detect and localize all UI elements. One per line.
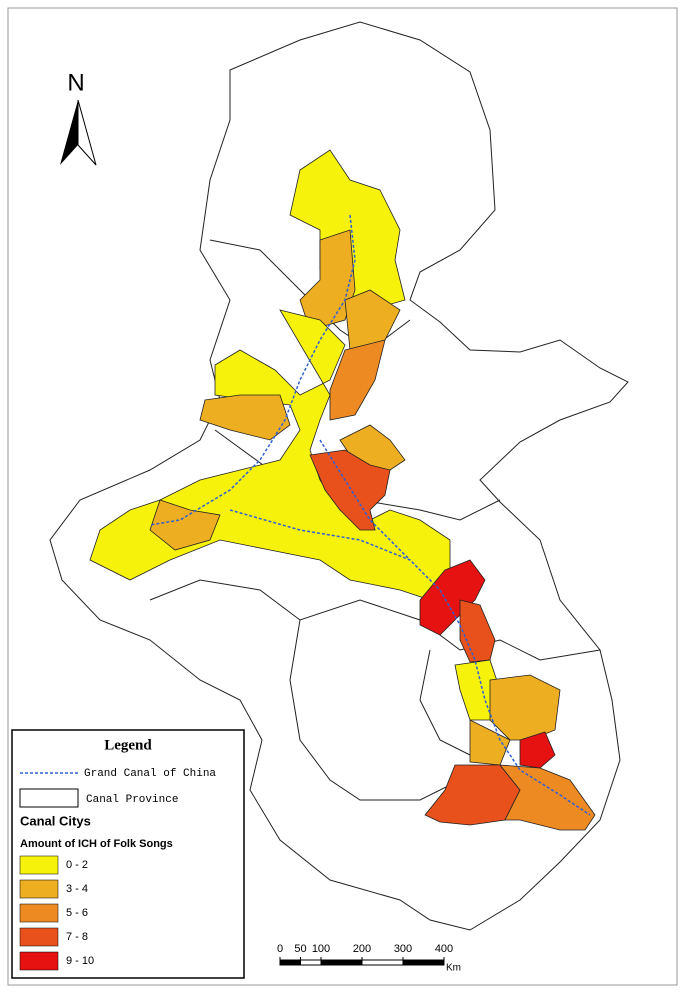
- province-swatch: [19, 788, 79, 808]
- cities-title: Canal Citys: [20, 813, 91, 828]
- city-region: [309, 449, 391, 531]
- city-region: [199, 394, 291, 441]
- city-region: [519, 731, 556, 769]
- class-swatch: [19, 903, 59, 923]
- scale-label: 400: [435, 943, 453, 955]
- scale-label: 50: [294, 943, 306, 955]
- arrow-left: [60, 100, 78, 165]
- arrow-right: [77, 99, 97, 166]
- class-label: 3 - 4: [66, 883, 88, 895]
- scale-label: 0: [277, 943, 283, 955]
- city-region: [329, 339, 386, 421]
- scale-segment: [321, 960, 362, 965]
- scale-segment: [403, 960, 444, 965]
- province-label: Canal Province: [86, 794, 178, 806]
- canal-label: Grand Canal of China: [84, 768, 216, 780]
- class-swatch: [19, 855, 59, 875]
- class-swatch: [19, 879, 59, 899]
- class-swatch: [19, 951, 59, 971]
- cities: [89, 149, 596, 831]
- city-region: [289, 149, 406, 311]
- city-region: [499, 764, 596, 831]
- legend-classes: 0 - 2 3 - 4 5 - 6 7 - 8 9 - 10: [19, 855, 94, 971]
- scale-segment: [280, 960, 301, 965]
- scale-label: 300: [394, 943, 412, 955]
- class-label: 9 - 10: [66, 955, 94, 967]
- scale-label: 200: [353, 943, 371, 955]
- classes-title: Amount of ICH of Folk Songs: [20, 838, 173, 850]
- class-label: 7 - 8: [66, 931, 88, 943]
- scale-unit: Km: [446, 963, 461, 974]
- city-region: [344, 289, 401, 351]
- grand-canal: [149, 214, 356, 526]
- city-region: [149, 499, 221, 551]
- scale-label: 100: [312, 943, 330, 955]
- class-label: 0 - 2: [66, 859, 88, 871]
- north-label: N: [67, 69, 84, 96]
- city-region: [489, 674, 561, 741]
- class-label: 5 - 6: [66, 907, 88, 919]
- legend: Legend Grand Canal of China Canal Provin…: [11, 729, 245, 979]
- north-arrow: N: [60, 69, 97, 166]
- province-border: [149, 579, 601, 661]
- grand-canal: [319, 439, 411, 561]
- scale-bar: 0 50 100 200 300 400 Km: [277, 943, 461, 974]
- class-swatch: [19, 927, 59, 947]
- legend-title: Legend: [104, 737, 152, 753]
- province-border: [419, 649, 481, 761]
- grand-canal: [229, 509, 591, 816]
